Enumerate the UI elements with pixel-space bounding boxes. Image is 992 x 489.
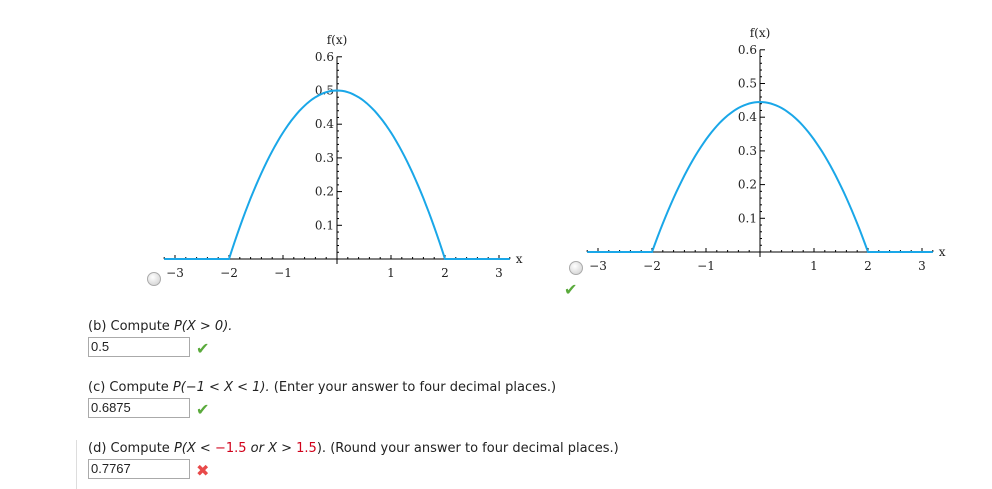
y-axis-label: f(x) <box>327 33 348 47</box>
x-axis-label: x <box>939 245 946 259</box>
y-tick-label: 0.3 <box>315 151 334 165</box>
x-axis-label: x <box>516 252 523 266</box>
charts: −3 −2 −1 1 2 3 0.1 0.2 0.3 0.4 0.5 0.6 x f(x) −3 −2 −1 1 2… <box>163 26 946 280</box>
x-tick-label: −3 <box>166 266 184 280</box>
x-tick-label: −3 <box>589 259 607 273</box>
answer-d-input[interactable]: 0.7767 <box>88 459 190 479</box>
y-tick-label: 0.1 <box>738 211 757 225</box>
x-icon: ✖ <box>196 461 210 480</box>
check-icon: ✔ <box>564 280 578 299</box>
y-axis-label: f(x) <box>750 26 771 40</box>
y-tick-label: 0.3 <box>738 144 757 158</box>
y-tick-label: 0.5 <box>738 77 757 91</box>
density-curve <box>164 89 510 260</box>
answer-c-input[interactable]: 0.6875 <box>88 398 190 418</box>
y-tick-label: 0.6 <box>738 43 757 57</box>
x-tick-label: 2 <box>864 259 872 273</box>
y-tick-label: 0.2 <box>738 178 757 192</box>
y-tick-label: 0.6 <box>315 50 334 64</box>
y-tick-label: 0.4 <box>738 110 757 124</box>
x-tick-label: 1 <box>810 259 818 273</box>
x-tick-label: −2 <box>220 266 238 280</box>
x-tick-label: −2 <box>643 259 661 273</box>
x-tick-label: −1 <box>697 259 715 273</box>
option-radio-2[interactable] <box>569 261 583 275</box>
check-icon: ✔ <box>196 339 210 358</box>
x-tick-label: 3 <box>918 259 926 273</box>
answer-b-input[interactable]: 0.5 <box>88 337 190 357</box>
question-d: (d) Compute P(X < −1.5 or X > 1.5). (Rou… <box>88 441 619 456</box>
question-c: (c) Compute P(−1 < X < 1). (Enter your a… <box>88 380 557 395</box>
question-b: (b) Compute P(X > 0). <box>88 319 233 334</box>
y-tick-label: 0.2 <box>315 185 334 199</box>
density-curve <box>587 100 933 253</box>
x-tick-label: 3 <box>495 266 503 280</box>
x-tick-label: 2 <box>441 266 449 280</box>
x-tick-label: 1 <box>387 266 395 280</box>
x-tick-label: −1 <box>274 266 292 280</box>
divider <box>76 440 77 489</box>
y-tick-label: 0.4 <box>315 117 334 131</box>
option-radio-1[interactable] <box>147 272 161 286</box>
check-icon: ✔ <box>196 400 210 419</box>
y-tick-label: 0.1 <box>315 218 334 232</box>
